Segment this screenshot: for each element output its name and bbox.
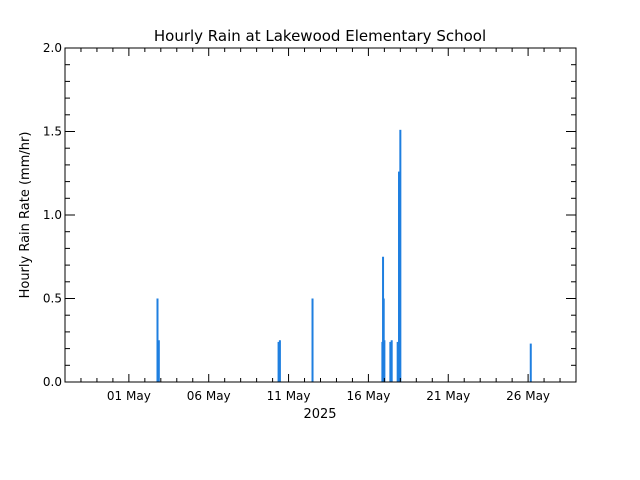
y-axis-ticks: 0.0 0.5 1.0 1.5 2.0 [43,41,576,389]
x-tick-label: 21 May [426,389,470,403]
chart-title: Hourly Rain at Lakewood Elementary Schoo… [154,27,486,45]
rain-bar [277,341,280,382]
y-tick-label: 0.5 [43,292,62,306]
x-tick-label: 11 May [267,389,311,403]
rain-bar [383,340,386,382]
x-axis-ticks: 01 May 06 May 11 May 16 May 21 May 26 May [80,48,561,403]
rain-bar [399,129,402,382]
y-tick-label: 1.5 [43,125,62,139]
x-tick-label: 06 May [187,389,231,403]
y-tick-label: 1.0 [43,208,62,222]
x-tick-label: 26 May [506,389,550,403]
rain-bar [157,340,160,382]
y-tick-label: 2.0 [43,41,62,55]
x-tick-label: 01 May [107,389,151,403]
plot-frame [64,47,577,383]
x-axis-title: 2025 [303,407,336,422]
rain-bar [529,343,532,382]
rain-bar [396,341,399,382]
rain-bar [156,298,159,382]
y-axis-title: Hourly Rain Rate (mm/hr) [18,132,33,299]
rain-bar [389,341,392,382]
rain-bar [278,340,281,382]
rain-bar [311,298,314,382]
bars-layer [156,129,532,382]
rain-bar [390,340,393,382]
y-tick-label: 0.0 [43,375,62,389]
x-tick-label: 16 May [346,389,390,403]
rain-bar [398,171,401,382]
